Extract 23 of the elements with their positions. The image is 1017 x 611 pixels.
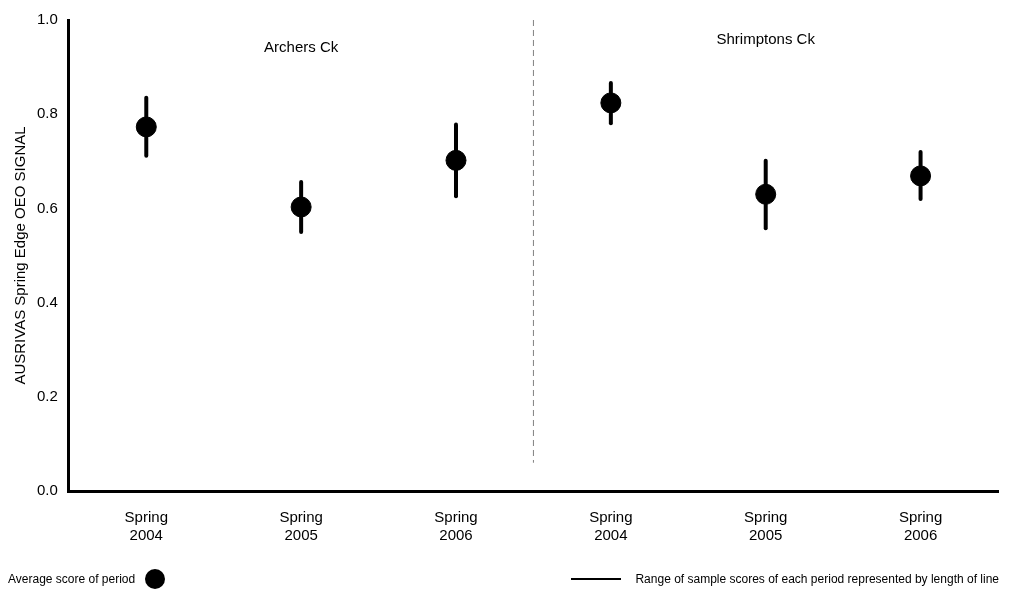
x-tick-label: Spring 2006: [898, 508, 943, 544]
point: [910, 165, 932, 187]
legend-label: Average score of period: [8, 572, 136, 586]
point: [755, 183, 777, 205]
x-tick-label: Spring 2006: [434, 508, 478, 544]
point: [135, 116, 157, 138]
text: Range of sample scores of each period represented by length of line: [635, 572, 999, 586]
y-tick-label: 0.0: [36, 481, 58, 499]
annotation: Shrimptons Ck: [716, 29, 816, 47]
x-tick-label: Spring 2005: [279, 508, 323, 544]
annotation: Archers Ck: [264, 37, 339, 55]
x-tick-label: Spring 2005: [744, 508, 788, 544]
y-tick-label: 0.4: [36, 292, 58, 310]
y-tick-label: 0.2: [36, 386, 58, 404]
point: [600, 92, 622, 114]
y-tick-label: 0.8: [36, 104, 58, 122]
point: [445, 149, 467, 171]
y-tick-label: 1.0: [36, 10, 58, 28]
x-tick-label: Spring 2004: [589, 508, 633, 544]
y-axis-title: AUSRIVAS Spring Edge OEO SIGNAL: [11, 126, 29, 385]
point: [290, 196, 312, 218]
x-tick-label: Spring 2004: [124, 508, 168, 544]
y-tick-label: 0.6: [36, 198, 58, 216]
